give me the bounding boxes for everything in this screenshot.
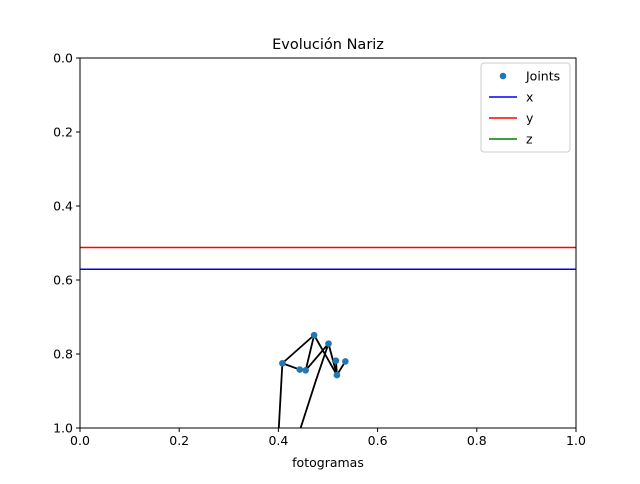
x-axis-label: fotogramas (292, 455, 364, 470)
joint-point (279, 359, 286, 367)
legend-marker-joints (499, 72, 507, 80)
y-tick-label: 0.0 (53, 51, 73, 66)
joint-point (342, 358, 349, 365)
skeleton-segment (281, 334, 316, 365)
legend-label-z: z (526, 132, 533, 147)
legend: Joints xyz (480, 62, 571, 153)
x-tick-label: 0.0 (70, 433, 90, 448)
skeleton-segment (304, 342, 330, 372)
y-tick-label: 1.0 (53, 421, 73, 436)
x-axis: 0.0 0.2 0.4 0.6 0.8 1.0 (70, 428, 586, 448)
y-tick-label: 0.2 (53, 125, 73, 140)
joint-point (325, 340, 332, 347)
joint-point (296, 366, 304, 373)
joint-point (333, 371, 341, 379)
joint-point (310, 331, 318, 339)
legend-label-x: x (526, 90, 533, 105)
plot-area (80, 246, 576, 428)
chart-title: Evolución Nariz (272, 37, 384, 53)
x-tick-label: 0.6 (368, 433, 388, 448)
y-tick-label: 0.8 (53, 347, 73, 362)
skeleton-segment (277, 362, 284, 428)
skeleton-segment (299, 378, 317, 428)
joint-point (302, 366, 309, 374)
y-tick-label: 0.6 (53, 273, 73, 288)
skeleton-segment (315, 342, 330, 381)
y-axis: 0.0 0.2 0.4 0.6 0.8 1.0 (53, 51, 80, 436)
x-tick-label: 0.4 (268, 433, 288, 448)
skeleton-segment (327, 342, 338, 376)
legend-label-joints: Joints (525, 69, 560, 84)
x-tick-label: 0.2 (169, 433, 189, 448)
joint-point (332, 357, 340, 364)
skeleton-segment (304, 334, 316, 372)
legend-frame (480, 62, 571, 153)
plot-frame (79, 57, 577, 429)
x-tick-label: 1.0 (566, 433, 586, 448)
legend-label-y: y (526, 111, 534, 126)
x-tick-label: 0.8 (467, 433, 487, 448)
y-tick-label: 0.4 (53, 199, 73, 214)
